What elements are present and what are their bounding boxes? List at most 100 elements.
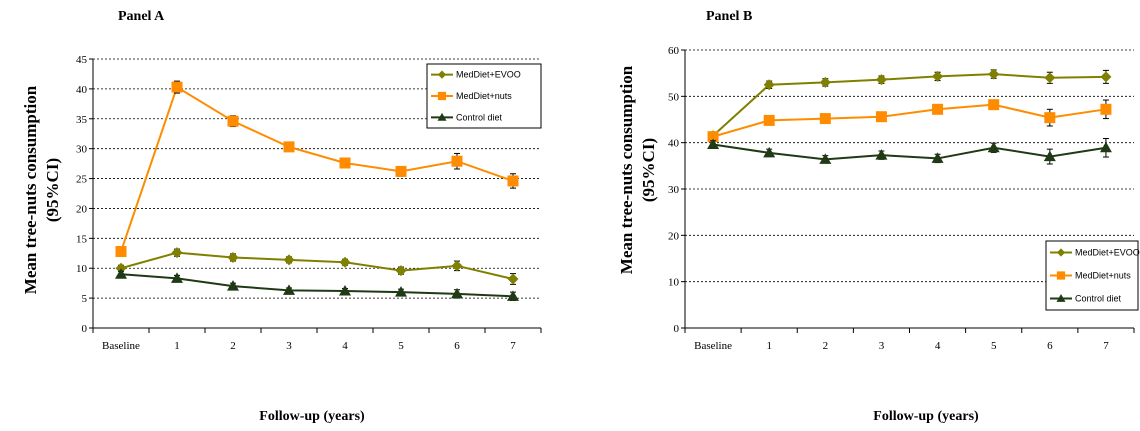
panel-a-series-control: [115, 268, 519, 302]
panel-b-ytick-label: 10: [668, 277, 680, 289]
panel-a-ytick-label: 10: [76, 263, 88, 275]
panel-b-point-control: [875, 149, 888, 160]
panel-b-ytick-label: 40: [668, 138, 680, 150]
panel-b-legend-label-nuts: MedDiet+nuts: [1075, 271, 1131, 281]
panel-a-series-evoo: [115, 247, 519, 285]
panel-a-point-evoo: [171, 247, 183, 259]
panel-a-series-nuts: [115, 80, 519, 257]
panel-b-point-evoo: [988, 68, 1000, 80]
panel-b-title: Panel B: [706, 9, 752, 24]
panel-a-ytick-label: 35: [76, 114, 88, 126]
panel-b-xlabel: Follow-up (years): [873, 409, 979, 424]
panel-a-xtick-label: Baseline: [102, 340, 140, 352]
panel-a-point-control: [171, 272, 183, 283]
panel-a-xlabel: Follow-up (years): [259, 409, 365, 424]
panel-a-ytick-label: 20: [76, 203, 88, 215]
panel-a-point-nuts: [451, 155, 463, 167]
panel-b-point-evoo: [1100, 71, 1112, 83]
panel-b-ytick-label: 60: [668, 45, 680, 57]
panel-a-legend-label-control: Control diet: [456, 112, 503, 122]
panel-a-point-evoo: [395, 265, 407, 277]
panel-a-point-control: [507, 290, 519, 301]
panel-b-point-nuts: [988, 99, 1000, 111]
panel-a-ylabel: Mean tree-nuts consumption (95%CI): [21, 85, 62, 294]
panel-a-point-nuts: [283, 141, 295, 153]
panel-b-point-control: [707, 138, 720, 150]
panel-a-ytick-label: 5: [82, 293, 88, 305]
panel-a-point-nuts: [171, 81, 183, 93]
panel-a-ytick-label: 30: [76, 144, 88, 156]
panel-b-series-line-evoo: [712, 73, 1106, 137]
panel-b-point-nuts: [763, 114, 775, 126]
panel-a-point-control: [227, 280, 239, 291]
panel-b-series-line-control: [712, 143, 1107, 161]
panel-b-legend-marker-control: [1056, 294, 1066, 302]
panel-a-series-line-evoo: [120, 251, 514, 280]
panel-a-ytick-label: 15: [76, 233, 88, 245]
panel-b-point-nuts: [1100, 103, 1112, 115]
panel-a-point-nuts: [339, 157, 351, 169]
panel-b-series-line-nuts: [712, 103, 1107, 138]
panel-b-xtick-label: 7: [1103, 340, 1109, 352]
panel-b-ylabel-line2: (95%CI): [639, 138, 658, 202]
panel-b-point-control: [1099, 141, 1112, 153]
panel-b-point-control: [931, 152, 944, 163]
panel-b: Panel B Mean tree-nuts consumption (95%C…: [617, 9, 1140, 424]
panel-b-point-control: [763, 146, 776, 158]
panel-a: Panel A Mean tree-nuts consumption (95%C…: [21, 9, 542, 424]
panel-a-legend-label-evoo: MedDiet+EVOO: [456, 70, 521, 80]
panel-a-xtick-label: 6: [454, 340, 460, 352]
panel-a-series-line-control: [120, 273, 514, 298]
panel-b-legend-label-evoo: MedDiet+EVOO: [1075, 248, 1140, 258]
panel-a-point-evoo: [451, 260, 463, 272]
panel-b-point-nuts: [707, 131, 719, 143]
panel-a-ylabel-line2: (95%CI): [43, 158, 62, 222]
panel-b-point-evoo: [763, 79, 775, 91]
panel-a-xtick-label: 2: [230, 340, 236, 352]
panel-a-point-control: [395, 286, 407, 297]
panel-b-ytick-label: 50: [668, 91, 680, 103]
panel-b-ytick-label: 30: [668, 184, 680, 196]
panel-a-ytick-label: 25: [76, 174, 88, 186]
panel-a-point-nuts: [395, 165, 407, 177]
panel-b-ylabel: Mean tree-nuts consumption (95%CI): [617, 65, 658, 274]
panel-b-point-nuts: [819, 113, 831, 125]
panel-b-ytick-label: 0: [674, 323, 680, 335]
panel-a-ytick-label: 45: [76, 54, 88, 66]
panel-a-point-control: [115, 268, 127, 279]
panel-a-point-control: [339, 284, 351, 296]
panel-b-point-nuts: [875, 111, 887, 123]
panel-a-point-control: [451, 287, 463, 299]
panel-a-point-control: [283, 284, 295, 295]
panel-a-point-evoo: [283, 254, 295, 266]
panel-a-legend-marker-evoo: [437, 70, 447, 79]
panel-a-point-nuts: [227, 115, 239, 127]
panel-b-xtick-label: 3: [879, 340, 885, 352]
panel-b-legend-marker-nuts: [1056, 271, 1066, 280]
panel-a-point-nuts: [115, 245, 127, 257]
panel-a-point-evoo: [227, 251, 239, 263]
panel-a-legend-marker-nuts: [437, 91, 447, 101]
panel-b-point-evoo: [932, 70, 944, 82]
panel-b-point-control: [987, 141, 1000, 153]
panel-b-legend-marker-evoo: [1056, 248, 1066, 257]
panel-b-point-nuts: [932, 103, 944, 115]
panel-a-point-evoo: [507, 273, 519, 285]
panel-b-point-control: [1043, 150, 1056, 162]
panel-b-xtick-label: 2: [823, 340, 829, 352]
panel-a-legend-label-nuts: MedDiet+nuts: [456, 91, 512, 101]
panel-b-xtick-label: 4: [935, 340, 941, 352]
panel-b-series-control: [707, 137, 1112, 165]
panel-b-point-evoo: [1044, 72, 1056, 84]
panel-a-point-nuts: [507, 175, 519, 187]
panel-a-legend-marker-control: [437, 112, 447, 121]
panel-a-xtick-label: 1: [174, 340, 180, 352]
panel-b-point-control: [819, 153, 832, 164]
panel-a-ytick-label: 0: [82, 323, 88, 335]
panel-b-series-nuts: [707, 99, 1112, 143]
panel-a-legend: MedDiet+EVOO MedDiet+nuts Control diet: [426, 63, 542, 129]
panel-b-series-evoo: [707, 68, 1112, 142]
panel-a-ytick-label: 40: [76, 84, 88, 96]
panel-b-legend-label-control: Control diet: [1075, 294, 1122, 304]
